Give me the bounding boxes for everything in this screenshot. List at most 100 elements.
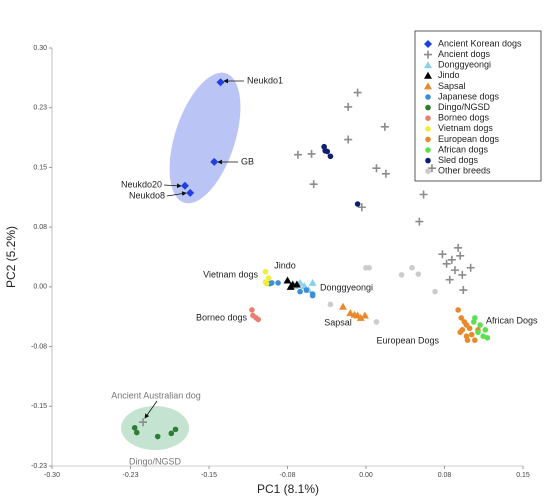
cluster-ellipse (169, 72, 241, 204)
legend-label: Sapsal (438, 81, 466, 91)
point (354, 201, 361, 207)
point (482, 327, 489, 333)
annotation: Neukdo1 (247, 75, 283, 85)
arrow (163, 183, 182, 189)
point (307, 149, 316, 158)
point (458, 315, 465, 321)
y-tick-label: -0.08 (31, 343, 47, 350)
point (424, 40, 432, 48)
point (210, 157, 219, 166)
point (172, 426, 179, 433)
annotation: Jindo (274, 260, 296, 270)
point (461, 319, 468, 325)
y-tick-label: 0.15 (33, 164, 47, 171)
point (275, 280, 281, 286)
point (327, 153, 334, 160)
point (425, 94, 431, 100)
legend-label: Dingo/NGSD (438, 102, 491, 112)
legend-label: Ancient dogs (438, 49, 491, 59)
point (255, 316, 261, 323)
point (265, 275, 272, 281)
arrow (144, 400, 158, 419)
annotation: Neukdo8 (129, 190, 165, 200)
point (432, 288, 438, 295)
annotation: Ancient Australian dog (111, 390, 201, 400)
point (466, 325, 473, 332)
point (309, 180, 318, 189)
legend-box (414, 30, 542, 182)
annotation: African Dogs (486, 315, 538, 325)
point (262, 268, 269, 275)
point (456, 251, 465, 260)
point (464, 337, 471, 344)
point (133, 429, 140, 436)
point (438, 250, 447, 259)
point (425, 157, 431, 164)
point (447, 255, 456, 264)
point (425, 104, 431, 111)
point (327, 301, 334, 308)
legend-label: Vietnam dogs (438, 123, 493, 133)
point (409, 264, 415, 271)
legend-label: Other breeds (438, 166, 491, 176)
point (322, 147, 328, 154)
arrow (166, 191, 187, 197)
point (249, 307, 255, 313)
point (425, 168, 431, 174)
point (353, 88, 362, 97)
legend-label: Jindo (438, 70, 460, 80)
y-tick-label: 0.00 (33, 284, 47, 291)
point (458, 270, 467, 279)
point (398, 272, 405, 278)
x-axis-label: PC1 (8.1%) (257, 482, 319, 496)
point (472, 337, 478, 344)
point (442, 259, 451, 268)
y-tick-label: -0.15 (31, 403, 47, 410)
point (484, 335, 491, 341)
legend-label: Borneo dogs (438, 113, 490, 123)
point (293, 150, 302, 159)
point (283, 276, 292, 284)
arrows (144, 78, 244, 419)
y-tick-label: 0.30 (33, 45, 47, 52)
point (186, 188, 195, 197)
point (346, 309, 355, 317)
point (372, 164, 381, 173)
point (356, 313, 365, 321)
annotation: Dingo/NGSD (129, 456, 182, 466)
legend-label: Donggyeongi (438, 60, 491, 70)
point (459, 286, 468, 295)
legend-label: Sled dogs (438, 155, 479, 165)
point (154, 433, 161, 440)
point (425, 147, 431, 153)
point (425, 115, 431, 121)
point (419, 190, 428, 199)
x-tick-label: -0.30 (44, 472, 60, 479)
point (457, 329, 464, 336)
point (180, 181, 189, 190)
y-tick-label: 0.23 (33, 105, 47, 112)
point (424, 82, 432, 90)
point (450, 266, 459, 275)
x-tick-label: -0.15 (201, 472, 217, 479)
point (344, 102, 353, 111)
legend-label: Ancient Korean dogs (438, 38, 522, 48)
point (425, 126, 431, 132)
point (475, 329, 481, 336)
x-tick-label: 0.08 (438, 472, 452, 479)
point (427, 164, 436, 173)
point (373, 319, 380, 325)
point (139, 418, 148, 427)
point (366, 264, 372, 271)
point (262, 279, 269, 285)
legend-label: African dogs (438, 144, 489, 154)
annotation: Sapsal (324, 317, 352, 327)
annotation: Borneo dogs (196, 312, 248, 322)
point (466, 263, 475, 272)
point (297, 288, 303, 295)
annotation: Neukdo20 (121, 179, 162, 189)
annotation: Donggyeongi (320, 282, 373, 292)
point (250, 312, 256, 319)
cluster-ellipse (121, 406, 189, 450)
x-tick-label: 0.00 (359, 472, 373, 479)
